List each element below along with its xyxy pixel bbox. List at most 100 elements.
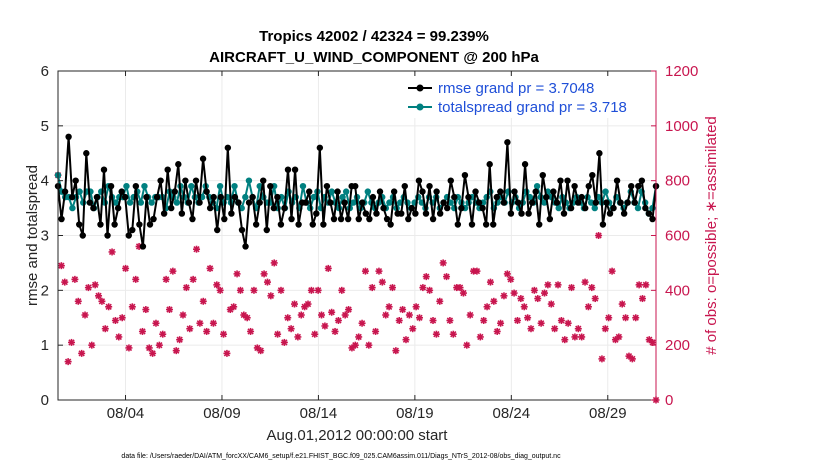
obs-marker bbox=[578, 333, 586, 341]
rmse-point bbox=[274, 193, 281, 201]
rmse-point bbox=[490, 221, 497, 228]
rmse-point bbox=[256, 199, 263, 206]
rmse-point bbox=[238, 226, 246, 234]
obs-marker bbox=[155, 341, 163, 349]
obs-marker bbox=[564, 319, 572, 327]
obs-marker bbox=[277, 286, 285, 294]
obs-marker bbox=[250, 286, 258, 294]
obs-marker bbox=[186, 325, 194, 333]
rmse-point bbox=[214, 226, 221, 234]
obs-marker bbox=[199, 297, 207, 305]
obs-marker bbox=[537, 319, 545, 327]
obs-marker bbox=[206, 264, 214, 272]
rmse-point bbox=[507, 210, 515, 217]
rmse-point bbox=[606, 210, 614, 217]
obs-marker bbox=[284, 314, 292, 322]
obs-marker bbox=[595, 232, 603, 239]
obs-marker bbox=[622, 314, 630, 322]
rmse-point bbox=[649, 215, 656, 223]
rmse-point bbox=[433, 188, 440, 195]
rmse-point bbox=[168, 204, 175, 212]
obs-marker bbox=[503, 270, 511, 278]
obs-marker bbox=[412, 303, 420, 311]
obs-marker bbox=[358, 319, 366, 327]
rmse-point bbox=[525, 210, 532, 217]
obs-marker bbox=[432, 330, 440, 338]
rmse-point bbox=[277, 221, 285, 228]
rmse-point bbox=[465, 193, 472, 201]
rmse-point bbox=[175, 161, 182, 168]
obs-marker bbox=[88, 341, 96, 349]
obs-marker bbox=[547, 300, 555, 308]
obs-marker bbox=[176, 336, 184, 344]
obs-marker bbox=[588, 284, 596, 292]
rmse-point bbox=[362, 210, 370, 217]
obs-marker bbox=[68, 338, 76, 346]
rmse-point bbox=[260, 177, 267, 184]
obs-marker bbox=[108, 248, 116, 256]
rmse-point bbox=[500, 199, 508, 206]
rmse-point bbox=[100, 166, 108, 173]
obs-marker bbox=[243, 314, 251, 322]
rmse-point bbox=[560, 210, 568, 217]
obs-marker bbox=[341, 311, 349, 319]
rmse-point bbox=[295, 221, 302, 228]
rmse-point bbox=[582, 204, 589, 212]
obs-marker bbox=[115, 333, 123, 341]
y-tick-label: 2 bbox=[41, 282, 49, 299]
rmse-point bbox=[440, 199, 447, 206]
obs-marker bbox=[419, 284, 427, 292]
rmse-point bbox=[486, 161, 493, 168]
rmse-point bbox=[302, 199, 309, 206]
rmse-point bbox=[422, 210, 430, 217]
obs-marker bbox=[426, 286, 434, 294]
obs-marker bbox=[551, 325, 559, 333]
totalspread-point bbox=[591, 204, 598, 212]
obs-marker bbox=[64, 358, 72, 366]
footer-data-file: data file: /Users/raeder/DAI/ATM_forcXX/… bbox=[121, 453, 561, 460]
rmse-point bbox=[528, 199, 536, 206]
rmse-point bbox=[86, 199, 94, 206]
y2-tick-label: 1200 bbox=[665, 63, 698, 80]
obs-marker bbox=[74, 297, 82, 305]
obs-marker bbox=[294, 333, 302, 341]
totalspread-point bbox=[126, 199, 134, 206]
obs-marker bbox=[365, 341, 373, 349]
totalspread-point bbox=[555, 204, 562, 212]
obs-marker bbox=[236, 286, 244, 294]
rmse-point bbox=[146, 221, 154, 228]
rmse-point bbox=[376, 188, 384, 195]
obs-marker bbox=[466, 311, 474, 319]
obs-marker bbox=[608, 267, 616, 275]
rmse-point bbox=[104, 232, 111, 239]
obs-marker bbox=[142, 306, 150, 314]
obs-marker bbox=[409, 325, 417, 333]
grid bbox=[58, 71, 656, 400]
obs-marker bbox=[385, 303, 393, 311]
obs-marker bbox=[524, 314, 532, 322]
obs-marker bbox=[449, 330, 457, 338]
legend-rmse-marker bbox=[416, 84, 424, 92]
rmse-point bbox=[93, 193, 101, 201]
totalspread-point bbox=[634, 204, 642, 212]
y-tick-label: 1 bbox=[41, 337, 49, 354]
rmse-point bbox=[405, 215, 412, 223]
obs-marker bbox=[162, 275, 170, 283]
obs-marker bbox=[263, 278, 271, 286]
totalspread-point bbox=[141, 182, 148, 190]
obs-marker bbox=[584, 303, 592, 311]
rmse-point bbox=[408, 204, 416, 212]
obs-marker bbox=[520, 303, 528, 311]
obs-marker bbox=[274, 330, 282, 338]
obs-marker bbox=[429, 316, 437, 324]
obs-marker bbox=[196, 319, 204, 327]
obs-marker bbox=[483, 303, 491, 311]
totalspread-point bbox=[350, 199, 357, 206]
x-axis-label: Aug.01,2012 00:00:00 start bbox=[267, 427, 449, 444]
x-tick-label: 08/19 bbox=[396, 405, 434, 422]
chart-title-line2: AIRCRAFT_U_WIND_COMPONENT @ 200 hPa bbox=[209, 49, 539, 66]
rmse-point bbox=[366, 215, 373, 223]
rmse-point bbox=[111, 221, 118, 228]
obs-marker bbox=[324, 264, 332, 272]
rmse-point bbox=[157, 177, 164, 184]
